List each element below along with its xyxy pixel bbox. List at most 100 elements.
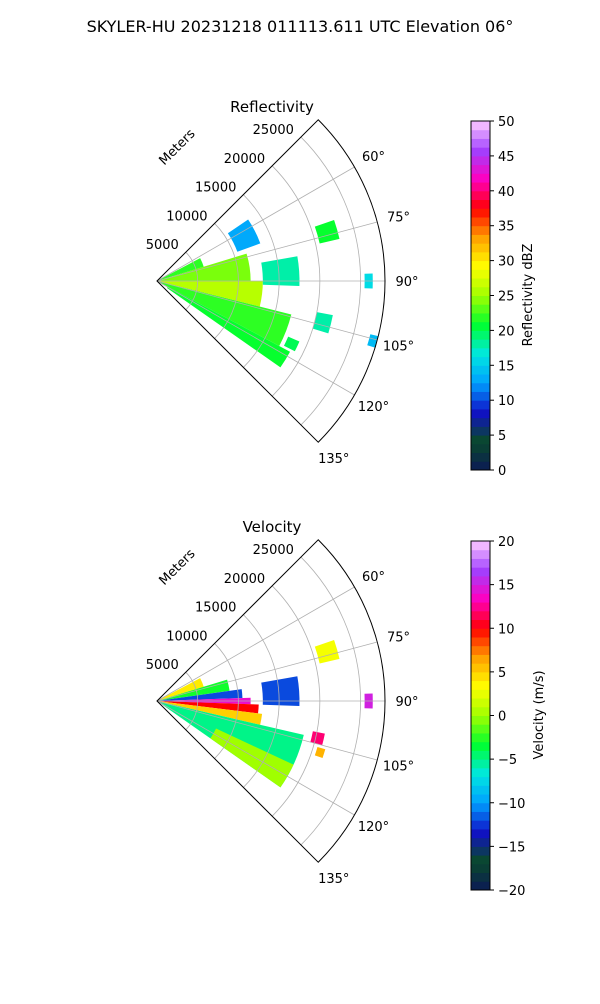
colorbar-segment	[471, 199, 490, 209]
colorbar-segment	[471, 698, 490, 708]
azimuth-gridline	[156, 641, 378, 702]
colorbar-segment	[471, 278, 490, 288]
colorbar-tick-label: 45	[498, 150, 515, 165]
colorbar-tick-label: −15	[498, 840, 525, 855]
colorbar-tick-label: 10	[498, 394, 515, 409]
colorbar-segment	[471, 443, 490, 454]
velocity-colorbar: −20 −15 −10 −5 0 5 10 15 20	[470, 535, 525, 899]
panel-title: Reflectivity	[230, 98, 314, 116]
data-region	[310, 731, 325, 746]
colorbar-tick-label: −20	[498, 884, 525, 899]
colorbar-segment	[471, 286, 490, 296]
colorbar-segment	[471, 619, 490, 629]
colorbar-tick-label: 25	[498, 290, 515, 305]
colorbar-segment	[471, 558, 490, 568]
data-region	[157, 689, 243, 701]
azimuth-tick-label: 120°	[358, 400, 389, 415]
colorbar-tick-label: 10	[498, 622, 515, 637]
reflectivity-plot-area: 5000 10000 15000 20000 25000 60° 75° 90° 105° 120…	[146, 119, 419, 467]
colorbar-segment	[471, 794, 490, 804]
colorbar-segment	[471, 855, 490, 865]
azimuth-tick-label: 135°	[318, 872, 349, 887]
velocity-plot-area: 5000 10000 15000 20000 25000 60° 75° 90° 105° 120…	[146, 539, 419, 887]
colorbar-segment	[471, 312, 490, 323]
azimuth-tick-label: 60°	[362, 570, 385, 585]
colorbar-segment	[471, 365, 490, 375]
colorbar-segment	[471, 391, 490, 401]
data-region	[157, 701, 259, 714]
colorbar-segment	[471, 173, 490, 183]
colorbar-segment	[471, 785, 490, 795]
colorbar-segment	[471, 147, 490, 157]
colorbar-tick-label: −5	[498, 753, 517, 768]
azimuth-tick-label: 75°	[387, 210, 410, 225]
colorbar-tick-label: 20	[498, 535, 515, 550]
sector-outline	[156, 119, 386, 443]
colorbar-segment	[471, 881, 490, 891]
colorbar-segment	[471, 208, 490, 218]
colorbar-segment	[471, 243, 490, 253]
data-region	[157, 258, 204, 281]
data-region	[157, 281, 292, 346]
colorbar-segment	[471, 400, 490, 410]
colorbar-tick-label: −10	[498, 797, 525, 812]
colorbar-label: Velocity (m/s)	[532, 670, 547, 759]
data-region	[261, 256, 300, 286]
colorbar-segment	[471, 689, 490, 699]
reflectivity-colorbar: 0 5 10 15 20 25 30 35 40 45 50	[470, 115, 515, 479]
colorbar-tick-label: 30	[498, 255, 515, 270]
colorbar-segment	[471, 837, 490, 847]
colorbar-tick-label: 35	[498, 220, 515, 235]
colorbar-segment	[471, 356, 490, 366]
azimuth-tick-label: 105°	[383, 340, 414, 355]
data-region	[261, 676, 300, 706]
data-region	[314, 747, 326, 758]
colorbar-segment	[471, 225, 490, 235]
data-region	[314, 640, 340, 664]
colorbar-segment	[471, 234, 490, 244]
colorbar-segment	[471, 715, 490, 725]
colorbar-segment	[471, 129, 490, 139]
colorbar-segment	[471, 461, 490, 471]
colorbar-segment	[471, 811, 490, 821]
colorbar-segment	[471, 636, 490, 647]
data-region	[314, 220, 340, 244]
colorbar-segment	[471, 602, 490, 612]
azimuth-tick-label: 120°	[358, 820, 389, 835]
colorbar-segment	[471, 321, 490, 331]
range-axis-label: Meters	[157, 546, 199, 588]
colorbar-segment	[471, 776, 490, 786]
colorbar-tick-label: 0	[498, 464, 506, 479]
colorbar-segment	[471, 251, 490, 262]
colorbar-segment	[471, 435, 490, 445]
colorbar-segment	[471, 802, 490, 812]
azimuth-gridline	[156, 700, 378, 761]
colorbar-segment	[471, 863, 490, 874]
azimuth-gridline	[156, 586, 355, 702]
azimuth-gridline	[156, 280, 378, 341]
colorbar-segment	[471, 724, 490, 734]
colorbar-tick-label: 15	[498, 359, 515, 374]
colorbar-segment	[471, 706, 490, 716]
panel-title: Velocity	[243, 518, 302, 536]
data-region	[157, 678, 204, 701]
azimuth-tick-label: 105°	[383, 760, 414, 775]
colorbar-tick-label: 15	[498, 579, 515, 594]
colorbar-label: Reflectivity dBZ	[521, 244, 536, 347]
colorbar-segment	[471, 820, 490, 830]
azimuth-gridline	[156, 166, 355, 282]
colorbar-segment	[471, 182, 490, 192]
range-tick-label: 15000	[195, 181, 236, 196]
colorbar-segment	[471, 164, 490, 174]
colorbar-tick-label: 0	[498, 710, 506, 725]
colorbar-segment	[471, 190, 490, 201]
colorbar-segment	[471, 541, 490, 551]
colorbar-segment	[471, 269, 490, 279]
colorbar-segment	[471, 408, 490, 419]
colorbar-segment	[471, 828, 490, 839]
colorbar-segment	[471, 872, 490, 882]
colorbar-segment	[471, 426, 490, 436]
colorbar-segment	[471, 549, 490, 559]
